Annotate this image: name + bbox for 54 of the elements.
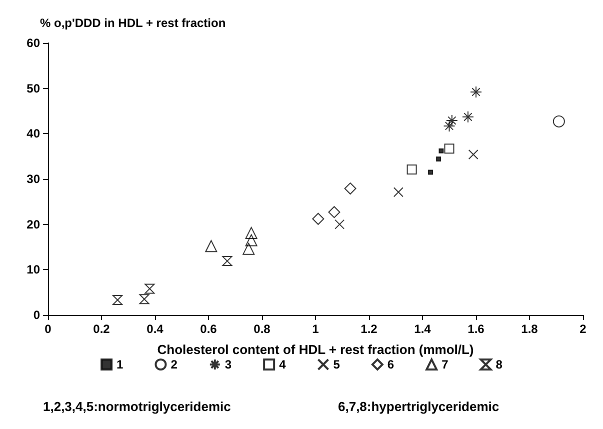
- x-tick-label: 2: [580, 322, 587, 336]
- x-tick-label: 1.4: [414, 322, 432, 336]
- point: [334, 219, 345, 230]
- x-tick-label: 1: [312, 322, 320, 336]
- point: [328, 206, 340, 218]
- point: [468, 150, 478, 160]
- x-tick-label: 0.4: [146, 322, 164, 336]
- legend-label: 5: [333, 358, 340, 372]
- legend-label: 2: [170, 358, 178, 372]
- y-tick-label: 20: [26, 217, 40, 232]
- x-tick-label: 0.6: [200, 322, 218, 336]
- point: [436, 156, 442, 162]
- y-axis-title: % o,p'DDD in HDL + rest fraction: [40, 16, 226, 30]
- point: [462, 110, 474, 123]
- y-tick-label: 60: [26, 36, 40, 50]
- point: [245, 234, 258, 246]
- point: [446, 114, 458, 127]
- point: [312, 212, 324, 225]
- y-tick-label: 40: [26, 126, 40, 141]
- point: [112, 295, 123, 306]
- legend-label: 6: [387, 358, 394, 372]
- point: [470, 86, 482, 98]
- x-tick-label: 0: [44, 322, 52, 336]
- legend-label: 3: [224, 358, 232, 372]
- point: [344, 182, 356, 195]
- point: [393, 187, 404, 198]
- point: [222, 256, 232, 266]
- point: [144, 284, 155, 294]
- point: [139, 294, 150, 304]
- point: [406, 164, 417, 174]
- y-tick-label: 50: [26, 81, 40, 96]
- point: [438, 148, 444, 154]
- legend-label: 7: [442, 358, 449, 372]
- text: 1,2,3,4,5:normotriglyceridemic: [43, 399, 231, 414]
- point: [443, 120, 456, 132]
- legend-label: 8: [496, 358, 503, 372]
- text: 6,7,8:hypertriglyceridemic: [338, 399, 500, 414]
- point: [242, 242, 255, 255]
- legend-label: 4: [279, 358, 286, 372]
- point: [245, 226, 258, 239]
- legend-label: 1: [116, 358, 124, 372]
- x-axis-title: Cholesterol content of HDL + rest fraction (mmol/L): [157, 342, 474, 357]
- y-tick-label: 10: [26, 262, 40, 277]
- y-tick-label: 30: [26, 172, 40, 186]
- point: [552, 115, 565, 128]
- x-tick-label: 1.2: [360, 322, 378, 336]
- x-tick-label: 1.8: [521, 322, 538, 336]
- point: [428, 170, 434, 175]
- point: [444, 144, 454, 154]
- x-tick-label: 0.8: [254, 322, 271, 336]
- x-tick-label: 1.6: [468, 322, 485, 336]
- y-tick-label: 0: [33, 308, 40, 322]
- point: [205, 240, 218, 252]
- x-tick-label: 0.2: [93, 322, 110, 336]
